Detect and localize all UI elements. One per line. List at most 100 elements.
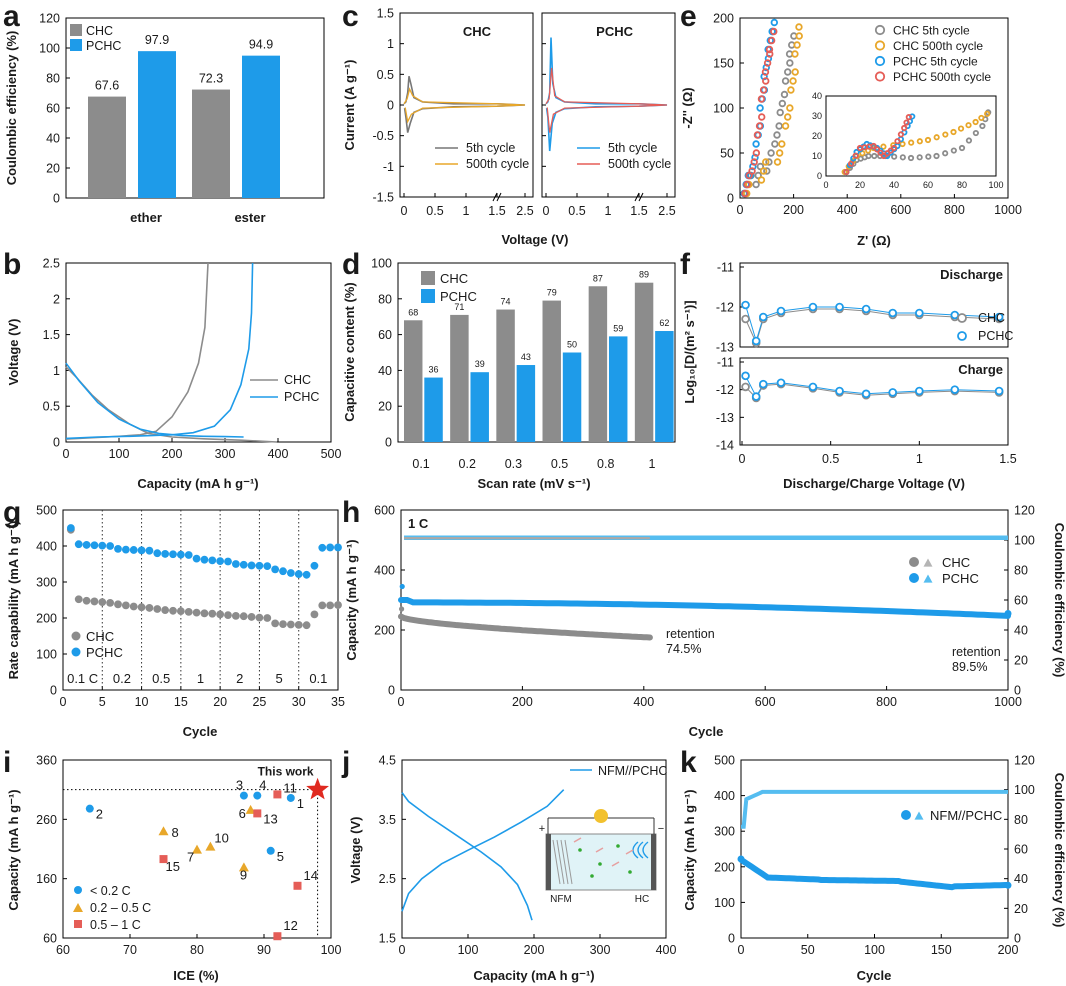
- x-tick-label: 2.5: [658, 204, 675, 218]
- figure-layer: a020406080100120ether67.697.9ester72.394…: [3, 0, 1066, 983]
- legend-label-chc: CHC: [942, 555, 970, 570]
- curve-chc-charge: [65, 262, 209, 440]
- y-tick-label: 200: [713, 12, 734, 26]
- panel-k-frame: [740, 759, 1009, 939]
- point-pchc: [184, 551, 193, 559]
- eis-point: [753, 131, 762, 139]
- x-tick-label: 0: [543, 204, 550, 218]
- legend-label: 0.5 – 1 C: [90, 918, 141, 932]
- legend-marker-pchc-ce: [923, 574, 933, 583]
- y-tick-label: 400: [36, 540, 57, 554]
- retention-label-pchc: retention: [952, 645, 1001, 659]
- bar-pchc: [655, 331, 674, 442]
- eis-point: [773, 158, 782, 166]
- legend-label-chc: CHC: [284, 373, 311, 387]
- x-category-label: 0.2: [459, 457, 476, 471]
- eis-point: [767, 36, 776, 45]
- point-pchc: [279, 567, 287, 576]
- point-chc: [169, 606, 177, 615]
- y-axis-title: Rate capability (mA h g⁻¹): [6, 521, 21, 680]
- legend-marker-chc: [909, 557, 919, 567]
- x-tick-label: 100: [864, 943, 885, 957]
- inset-point: [933, 152, 940, 160]
- y-tick-label: 500: [36, 504, 57, 518]
- panel-e-inset-frame: [825, 95, 997, 177]
- rate-label: 5: [275, 671, 282, 686]
- bar-data-label: 71: [454, 302, 464, 312]
- x-axis-title: Cycle: [183, 724, 218, 739]
- ion: [590, 874, 594, 878]
- point-pchc: [216, 557, 225, 566]
- axis-break: [634, 192, 644, 202]
- nfm-layer: [556, 839, 565, 885]
- eis-point: [757, 176, 766, 184]
- inset-point: [916, 138, 923, 145]
- point-pchc: [224, 557, 232, 566]
- inset-point: [884, 152, 891, 160]
- legend-marker-pchc: [909, 573, 919, 583]
- panel-label-e: e: [680, 0, 697, 33]
- x-tick-label: 0.5: [426, 204, 443, 218]
- point-chc: [247, 613, 256, 621]
- legend-label-500th: 500th cycle: [608, 157, 671, 171]
- point-pchc: [82, 541, 91, 549]
- x-tick-label: 80: [190, 943, 204, 957]
- cv-curve-5th: [545, 37, 668, 152]
- eis-point: [771, 140, 779, 148]
- point-label: 14: [304, 868, 318, 883]
- point-pchc: [271, 565, 280, 574]
- inset-point: [897, 131, 905, 138]
- first-point: [737, 855, 745, 863]
- y-tick-label: 20: [1014, 902, 1028, 916]
- bar-data-label: 68: [408, 307, 418, 317]
- curve-chc-discharge: [65, 366, 277, 443]
- x-category-label: 0.3: [505, 457, 522, 471]
- y-tick-label: 4.5: [379, 754, 396, 768]
- eis-point: [752, 180, 760, 189]
- y-tick-label: 300: [714, 825, 735, 839]
- y2-axis-title: Coulombic efficiency (%): [1052, 523, 1066, 678]
- panel-g-frame: [62, 509, 339, 691]
- inset-point: [870, 142, 877, 150]
- point-label: 5: [277, 849, 284, 864]
- x-category-label: 1: [648, 457, 655, 471]
- eis-point: [786, 104, 794, 112]
- inset-point: [901, 124, 908, 132]
- y-tick-label: 0: [53, 436, 60, 450]
- point-pchc: [137, 546, 146, 555]
- inset-point: [905, 114, 912, 121]
- x-tick-label: 10: [135, 695, 149, 709]
- point-chc: [216, 610, 225, 619]
- y-tick-label: 40: [1014, 872, 1028, 886]
- point-chc: [90, 597, 99, 606]
- y-tick-label: 40: [1014, 624, 1028, 638]
- y-axis-title: Current (A g⁻¹): [342, 60, 357, 151]
- panel-label-h: h: [342, 496, 360, 529]
- point-label: 1: [297, 796, 304, 811]
- inset-x-tick: 20: [855, 180, 865, 190]
- eis-point: [780, 90, 789, 99]
- inset-point: [907, 154, 915, 162]
- x-category-label: ester: [234, 210, 265, 225]
- eis-point: [741, 189, 749, 198]
- y-axis-title: Coulombic efficiency (%): [4, 31, 19, 186]
- point-pchc: [200, 555, 209, 564]
- y-tick-label: 80: [46, 72, 60, 86]
- y-tick-label: 1.5: [377, 7, 394, 21]
- point-pchc: [176, 550, 185, 559]
- point-pchc: [294, 570, 303, 578]
- panel-b-frame: [65, 262, 332, 443]
- eis-point: [795, 32, 803, 40]
- y-tick-label: 20: [46, 162, 60, 176]
- rate-label: 2: [236, 671, 243, 686]
- point-label: 6: [239, 806, 246, 821]
- point-label: 9: [240, 867, 247, 882]
- point-pchc: [239, 560, 248, 569]
- panel-f-frame-1: [739, 357, 1009, 446]
- point-pchc: [888, 308, 898, 318]
- bar-chc: [634, 282, 654, 442]
- legend-label: NFM//PCHC: [598, 764, 667, 778]
- x-axis-title: Cycle: [857, 968, 892, 983]
- legend-label: 0.2 – 0.5 C: [90, 901, 151, 915]
